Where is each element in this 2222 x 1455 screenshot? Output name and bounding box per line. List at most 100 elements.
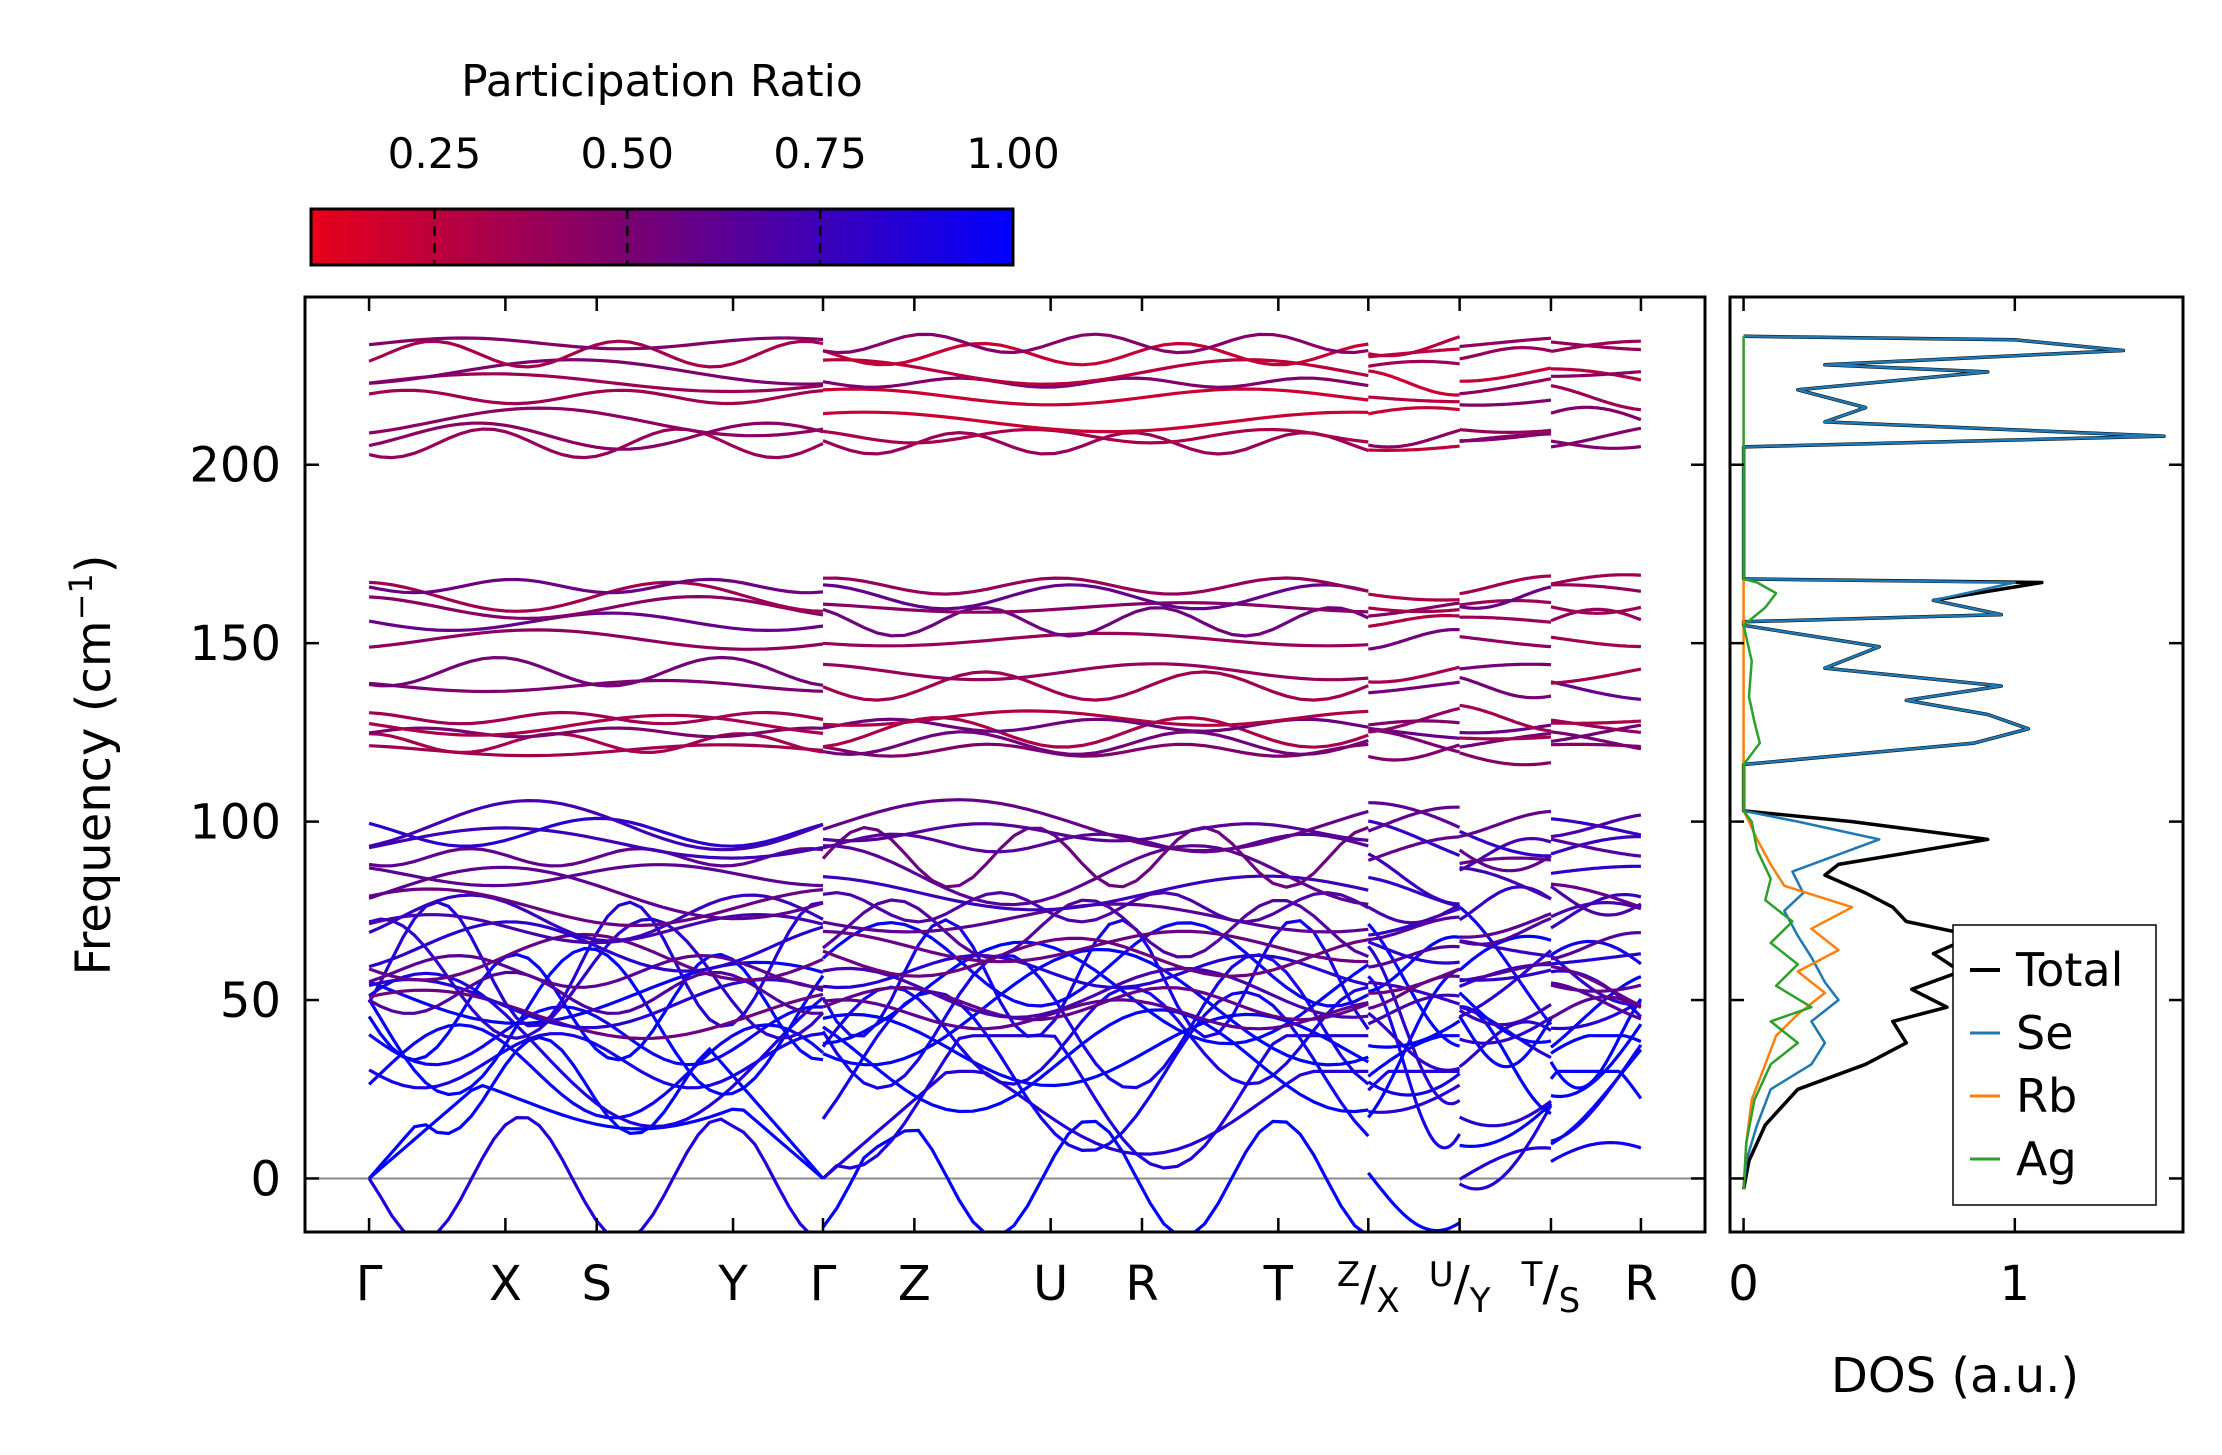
colorbar-ticks: 0.25 0.50 0.75 1.00 — [388, 129, 1060, 265]
phonon-band-mid-band — [1368, 614, 1460, 628]
y-axis-title-main: Frequency (cm — [66, 620, 122, 975]
phonon-band-high-band — [368, 421, 824, 451]
band-y-tick-label: 0 — [250, 1151, 281, 1207]
phonon-band-mid-band — [822, 670, 1369, 702]
band-x-tick-label: Y — [717, 1256, 748, 1312]
phonon-band-high-band — [1550, 426, 1642, 449]
phonon-band-optical-low — [1368, 980, 1461, 1006]
phonon-band-optical-low — [368, 953, 824, 989]
phonon-band-mid-band — [1459, 751, 1552, 767]
phonon-band-optical-low — [822, 929, 1369, 964]
phonon-band-high-band — [1459, 427, 1552, 434]
band-x-tick-label: R — [1125, 1256, 1158, 1312]
phonon-band-optical-low — [822, 874, 1369, 912]
phonon-band-high-band — [822, 358, 1369, 386]
band-y-tick-label: 50 — [220, 973, 281, 1029]
phonon-band-optical-low — [822, 966, 1369, 1020]
phonon-band-mid-band — [1459, 599, 1552, 607]
phonon-band-mid-band — [368, 713, 824, 737]
phonon-band-high-band — [822, 387, 1369, 407]
phonon-band-optical-low — [1550, 983, 1642, 993]
phonon-band-high-band — [1368, 359, 1460, 368]
phonon-band-high-band — [1551, 370, 1642, 378]
band-x-tick-label: S — [581, 1256, 611, 1312]
phonon-band-acoustic-low — [367, 1035, 825, 1180]
phonon-band-mid-band — [1459, 662, 1552, 671]
colorbar-tick-label: 1.00 — [966, 129, 1060, 178]
phonon-band-optical-low — [1550, 952, 1642, 966]
phonon-band-mid-band — [1459, 615, 1552, 624]
phonon-band-acoustic-low — [821, 953, 1370, 1090]
phonon-band-optical-low — [1458, 1003, 1552, 1027]
phonon-band-high-band — [1550, 384, 1642, 412]
phonon-band-optical-low — [1368, 944, 1460, 969]
phonon-band-optical-low — [1458, 848, 1552, 873]
phonon-band-acoustic-low — [367, 946, 825, 1097]
dos-legend: Total Se Rb Ag — [1952, 924, 2157, 1206]
dos-x-axis-title: DOS (a.u.) — [1831, 1348, 2079, 1404]
phonon-band-mid-band — [368, 611, 824, 633]
legend-entry-label: Total — [2015, 943, 2123, 997]
phonon-band-mid-band — [1459, 675, 1552, 700]
phonon-band-mid-band — [822, 662, 1369, 682]
phonon-band-acoustic-low — [1458, 1104, 1553, 1191]
phonon-band-optical-low — [821, 898, 1369, 959]
phonon-band-mid-band — [1550, 667, 1642, 685]
phonon-bands — [367, 332, 1643, 1232]
phonon-band-high-band — [368, 336, 824, 351]
phonon-band-mid-band — [368, 710, 824, 726]
phonon-band-optical-low — [822, 832, 1369, 854]
phonon-band-optical-low — [822, 936, 1369, 978]
phonon-band-optical-low — [1368, 967, 1461, 995]
phonon-band-mid-band — [822, 605, 1369, 638]
phonon-band-optical-low — [1367, 852, 1460, 906]
phonon-band-acoustic-low — [1458, 1099, 1552, 1128]
phonon-band-high-band — [1368, 369, 1460, 397]
phonon-band-high-band — [1550, 339, 1641, 354]
phonon-band-mid-band — [1459, 635, 1552, 649]
colorbar-tick-label: 0.75 — [773, 129, 867, 178]
phonon-band-optical-low — [822, 798, 1369, 853]
phonon-band-optical-low — [822, 985, 1369, 1022]
phonon-band-high-band — [1459, 377, 1552, 396]
phonon-band-mid-band — [822, 576, 1369, 596]
colorbar: Participation Ratio 0.25 0.50 0.75 1.00 — [309, 56, 1060, 267]
phonon-band-optical-low — [1550, 813, 1642, 839]
phonon-band-optical-low — [1459, 866, 1552, 901]
phonon-band-high-band — [1459, 336, 1552, 349]
phonon-band-acoustic-low — [1458, 949, 1553, 1019]
phonon-band-optical-low — [1550, 893, 1642, 930]
band-x-tick-label: U/Y — [1429, 1255, 1491, 1321]
phonon-band-acoustic-low — [368, 917, 825, 1040]
phonon-band-optical-low — [368, 970, 824, 1015]
phonon-band-optical-low — [368, 846, 824, 868]
phonon-band-mid-band — [822, 742, 1369, 758]
phonon-band-acoustic-low — [1368, 1019, 1461, 1049]
phonon-band-mid-band — [1551, 583, 1642, 593]
phonon-band-acoustic-low — [1550, 1141, 1642, 1163]
band-x-tick-label: X — [489, 1256, 522, 1312]
phonon-band-mid-band — [1368, 680, 1460, 695]
phonon-band-mid-band — [1550, 607, 1642, 623]
phonon-band-optical-low — [821, 825, 1369, 889]
colorbar-tick-label: 0.25 — [388, 129, 482, 178]
phonon-band-mid-band — [1368, 628, 1460, 651]
phonon-band-high-band — [1551, 367, 1642, 382]
band-axes-frame — [303, 295, 1707, 1234]
phonon-band-acoustic-low — [368, 1031, 824, 1090]
phonon-band-acoustic-low — [822, 1008, 1369, 1114]
phonon-band-acoustic-low — [1550, 999, 1642, 1031]
phonon-band-acoustic-low — [1458, 905, 1553, 1026]
band-x-ticks: Γ X S Y Γ Z U R T Z/X U/Y T/S R — [356, 297, 1658, 1321]
phonon-band-mid-band — [822, 709, 1369, 727]
phonon-band-acoustic-low — [821, 1034, 1369, 1180]
dos-x-tick-label: 1 — [2000, 1256, 2031, 1312]
phonon-band-acoustic-low — [821, 920, 1370, 1008]
phonon-band-optical-low — [1367, 940, 1460, 965]
phonon-band-optical-low — [1459, 809, 1552, 839]
phonon-band-high-band — [1459, 366, 1552, 383]
phonon-band-acoustic-low — [368, 1005, 824, 1067]
phonon-band-mid-band — [368, 655, 824, 688]
